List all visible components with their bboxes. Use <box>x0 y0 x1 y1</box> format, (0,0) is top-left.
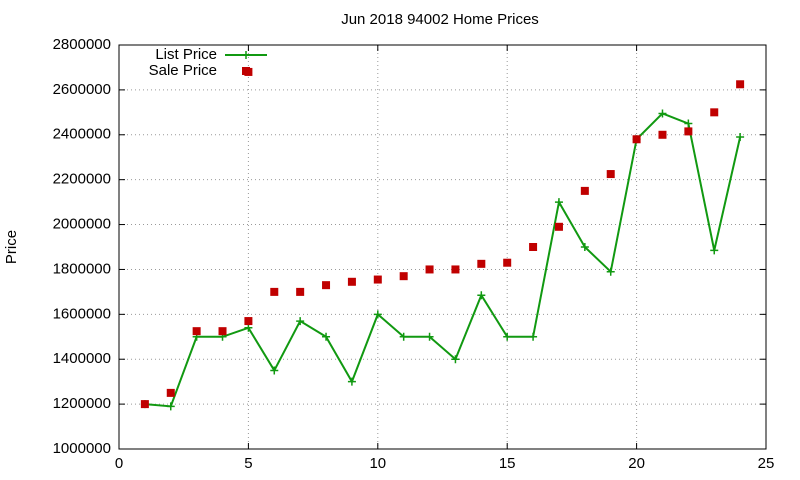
point <box>503 258 512 267</box>
point <box>529 243 538 251</box>
legend-label: Sale Price <box>149 62 217 79</box>
point <box>736 80 745 89</box>
point <box>347 377 356 386</box>
point <box>425 332 434 341</box>
point <box>244 317 253 326</box>
point <box>322 281 331 290</box>
point <box>166 402 175 411</box>
y-tick-label: 2000000 <box>53 216 111 233</box>
point <box>296 287 305 296</box>
x-tick-label: 0 <box>115 455 123 472</box>
y-tick-label: 1000000 <box>53 440 111 457</box>
point <box>632 135 641 144</box>
y-tick-label: 1400000 <box>53 350 111 367</box>
point <box>192 327 201 336</box>
y-tick-label: 1600000 <box>53 305 111 322</box>
point <box>373 310 382 319</box>
point <box>451 265 460 274</box>
point <box>554 222 563 231</box>
plot-frame <box>118 44 767 450</box>
point <box>658 130 667 139</box>
point <box>399 272 408 281</box>
point <box>503 332 512 341</box>
point <box>580 243 589 251</box>
point <box>580 186 589 195</box>
series-line <box>144 112 742 408</box>
y-tick-label: 2600000 <box>53 81 111 98</box>
y-tick-label: 2400000 <box>53 126 111 143</box>
point <box>710 246 719 255</box>
point <box>684 127 693 136</box>
point <box>244 67 253 76</box>
y-tick-label: 2800000 <box>53 36 111 53</box>
point <box>296 317 305 326</box>
legend-label: List Price <box>155 46 217 63</box>
y-axis-label: Price <box>3 230 20 264</box>
point <box>218 327 227 336</box>
chart-title: Jun 2018 94002 Home Prices <box>341 11 539 28</box>
point <box>606 170 615 179</box>
point <box>425 265 434 274</box>
point <box>373 275 382 284</box>
x-tick-label: 5 <box>244 455 252 472</box>
point <box>270 366 279 375</box>
point <box>477 259 486 268</box>
x-tick-label: 20 <box>628 455 645 472</box>
point <box>451 355 460 364</box>
point <box>606 267 615 276</box>
y-tick-label: 1200000 <box>53 395 111 412</box>
y-tick-label: 2200000 <box>53 171 111 188</box>
x-tick-label: 25 <box>758 455 775 472</box>
y-tick-label: 1800000 <box>53 260 111 277</box>
point <box>322 332 331 341</box>
point <box>684 119 693 128</box>
x-tick-label: 15 <box>499 455 516 472</box>
point <box>658 109 667 118</box>
point <box>166 388 175 397</box>
x-tick-label: 10 <box>369 455 386 472</box>
point <box>529 332 538 341</box>
point <box>399 332 408 341</box>
point <box>710 108 719 117</box>
point <box>347 277 356 286</box>
point <box>140 400 149 409</box>
point <box>244 323 253 332</box>
point <box>554 198 563 207</box>
legend-marker <box>242 51 250 59</box>
point <box>736 133 745 142</box>
point <box>270 287 279 296</box>
point <box>477 291 486 300</box>
